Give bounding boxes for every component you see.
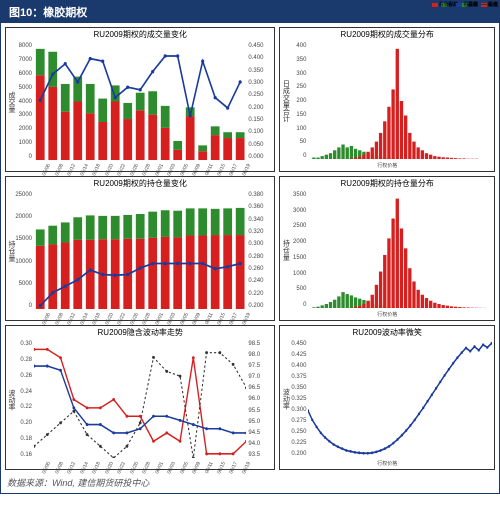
panel-volume-change: RU2009期权的成交量变化 看跌看涨比值 成交量 80007000600050… bbox=[5, 27, 275, 172]
x-axis-label: 行权价格 bbox=[280, 310, 494, 320]
panel-title: RU2009波动率微笑 bbox=[280, 326, 494, 339]
panel-iv-trend: RU2009隐含波动率走势 看涨IV看跌IV比值 波动率 0.300.280.2… bbox=[5, 325, 275, 470]
chart-grid: RU2009期权的成交量变化 看跌看涨比值 成交量 80007000600050… bbox=[1, 23, 499, 474]
figure-container: 图10：橡胶期权 RU2009期权的成交量变化 看跌看涨比值 成交量 80007… bbox=[0, 0, 500, 494]
plot-area bbox=[308, 192, 492, 308]
panel-oi-dist: RU2009期权的持仓量分布 看跌看涨 持仓量 3500300025002000… bbox=[279, 176, 495, 321]
panel-title: RU2009期权的成交量变化 bbox=[6, 28, 274, 41]
legend: 看涨IV看跌IV比值 bbox=[432, 1, 498, 8]
y-axis-label: 持仓量 bbox=[280, 240, 290, 261]
x-axis: 05/0605/0805/1205/1405/1805/2005/2205/26… bbox=[6, 311, 274, 320]
x-axis-label: 行权价格 bbox=[280, 459, 494, 469]
y-axis-label: 波动率 bbox=[6, 389, 16, 410]
plot-area bbox=[34, 43, 246, 160]
plot-area bbox=[34, 341, 246, 458]
panel-volume-dist: RU2009期权的成交量分布 看跌看涨 日成交量合计 4003503002502… bbox=[279, 27, 495, 172]
plot-area bbox=[34, 192, 246, 309]
x-axis: 05/0605/0805/1205/1405/1805/2005/2205/26… bbox=[6, 162, 274, 171]
y-axis-label: 波动率 bbox=[280, 389, 290, 410]
plot-area bbox=[308, 43, 492, 159]
panel-title: RU2009期权的成交量分布 bbox=[280, 28, 494, 41]
y-axis-right: 0.3800.3600.3400.3200.3000.2800.2600.240… bbox=[246, 192, 272, 309]
figure-title: 图10：橡胶期权 bbox=[1, 1, 499, 23]
panel-title: RU2009期权的持仓量分布 bbox=[280, 177, 494, 190]
plot-area bbox=[308, 341, 492, 457]
y-axis-label: 持仓量 bbox=[6, 240, 16, 261]
panel-title: RU2009隐含波动率走势 bbox=[6, 326, 274, 339]
data-source-footer: 数据来源：Wind, 建信期货研投中心 bbox=[1, 474, 499, 493]
panel-title: RU2009期权的持仓量变化 bbox=[6, 177, 274, 190]
y-axis-right: 0.4500.4000.3500.3000.2500.2000.1500.100… bbox=[246, 43, 272, 160]
panel-vol-smile: RU2009波动率微笑 波动率 0.4500.4250.4000.3750.35… bbox=[279, 325, 495, 470]
y-axis-right: 98.598.097.597.096.596.095.595.094.594.0… bbox=[246, 341, 272, 458]
x-axis-label: 行权价格 bbox=[280, 161, 494, 171]
y-axis-label: 成交量 bbox=[6, 91, 16, 112]
y-axis-label: 日成交量合计 bbox=[280, 80, 290, 122]
x-axis: 05/0605/0805/1205/1405/1805/2005/2205/26… bbox=[6, 460, 274, 469]
panel-oi-change: RU2009期权的持仓量变化 看跌看涨比值 持仓量 25000200001500… bbox=[5, 176, 275, 321]
